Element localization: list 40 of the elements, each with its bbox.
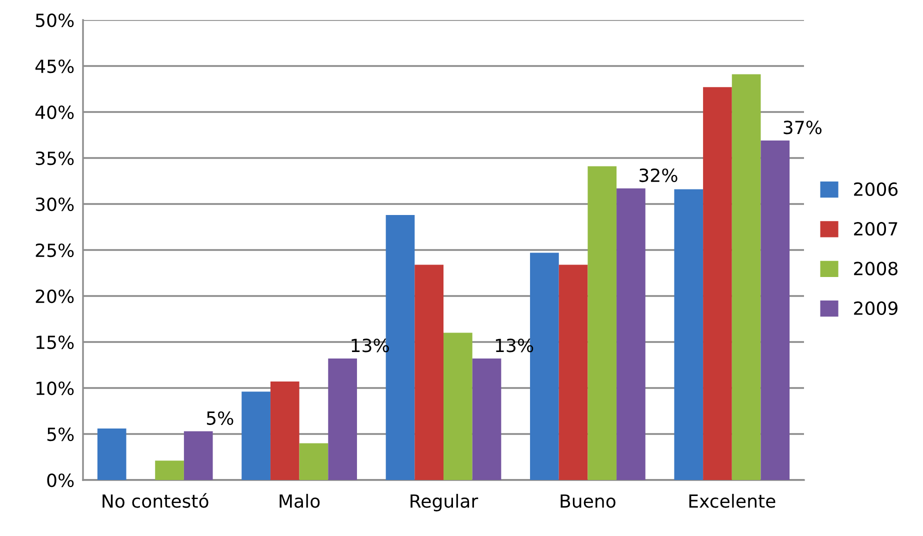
bar [184,431,213,480]
x-tick-label: Regular [410,494,478,512]
bar [558,264,588,480]
data-label: 32% [640,168,678,182]
y-tick-label: 45% [35,59,74,74]
legend-label: 2006 [854,182,898,196]
y-tick-label: 30% [36,197,74,212]
bar [97,428,126,480]
bar [703,87,732,480]
y-tick-label: 35% [36,151,74,166]
legend-label: 2009 [854,301,898,316]
bar [414,264,444,480]
y-tick-label: 15% [36,335,74,350]
x-tick-label: No contestó [102,493,208,508]
bar [732,74,761,480]
bar [299,443,328,480]
y-tick-label: 40% [35,105,74,120]
y-tick-label: 0% [47,473,74,488]
bar [155,460,184,480]
x-tick-label: Malo [280,494,320,508]
bar [472,358,502,480]
legend-label: 2008 [854,262,898,276]
data-label: 37% [784,120,822,134]
bar [760,140,790,480]
y-tick-label: 20% [36,289,74,304]
bar [242,392,270,480]
x-tick-label: Bueno [560,494,616,508]
bar [270,382,300,480]
y-tick-label: 5% [47,427,74,442]
x-tick-label: Excelente [689,494,776,508]
y-tick-label: 10% [36,381,74,396]
bar [616,188,646,480]
bar [588,166,617,480]
bar [444,332,472,480]
legend-label: 2007 [854,222,898,236]
data-label: 5% [206,411,234,425]
bar [328,358,357,480]
y-tick-label: 50% [36,13,74,28]
y-tick-label: 25% [36,243,74,258]
bar [674,189,704,480]
